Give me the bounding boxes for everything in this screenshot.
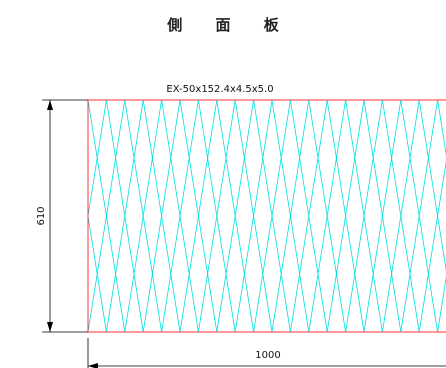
height-dimension-text: 610	[36, 206, 47, 225]
mesh-strand	[88, 100, 107, 219]
mesh-strand	[88, 329, 89, 332]
spec-label: EX-50x152.4x4.5x5.0	[166, 84, 273, 95]
mesh-strand	[124, 100, 162, 332]
mesh-strand	[290, 100, 328, 332]
mesh-strand	[437, 276, 446, 332]
mesh-strand	[437, 100, 446, 156]
mesh-strand	[161, 100, 199, 332]
expanded-metal-mesh	[88, 100, 446, 332]
mesh-strand	[216, 100, 254, 332]
mesh-strand	[179, 100, 218, 332]
mesh-strand	[326, 100, 365, 332]
mesh-strand	[345, 100, 383, 332]
mesh-strand	[308, 100, 346, 332]
mesh-strand	[88, 213, 107, 332]
drawing-title: 側 面 板	[167, 16, 293, 34]
mesh-strand	[382, 100, 420, 332]
mesh-strand	[88, 100, 126, 332]
mesh-strand	[418, 160, 446, 332]
width-dimension	[87, 338, 446, 368]
mesh-strand	[271, 100, 310, 332]
mesh-strand	[234, 100, 273, 332]
panel-outline	[87, 99, 446, 333]
mesh-strand	[363, 100, 402, 332]
mesh-strand	[88, 100, 89, 103]
mesh-strand	[106, 100, 144, 332]
mesh-strand	[142, 100, 181, 332]
mesh-strand	[400, 100, 438, 332]
width-arrow-left	[88, 363, 98, 368]
height-arrow-top	[47, 100, 53, 110]
mesh-strand	[198, 100, 236, 332]
height-arrow-bottom	[47, 322, 53, 332]
mesh-strand	[253, 100, 291, 332]
mesh-strand	[418, 100, 446, 272]
width-dimension-text: 1000	[255, 350, 280, 361]
height-dimension	[42, 99, 88, 333]
